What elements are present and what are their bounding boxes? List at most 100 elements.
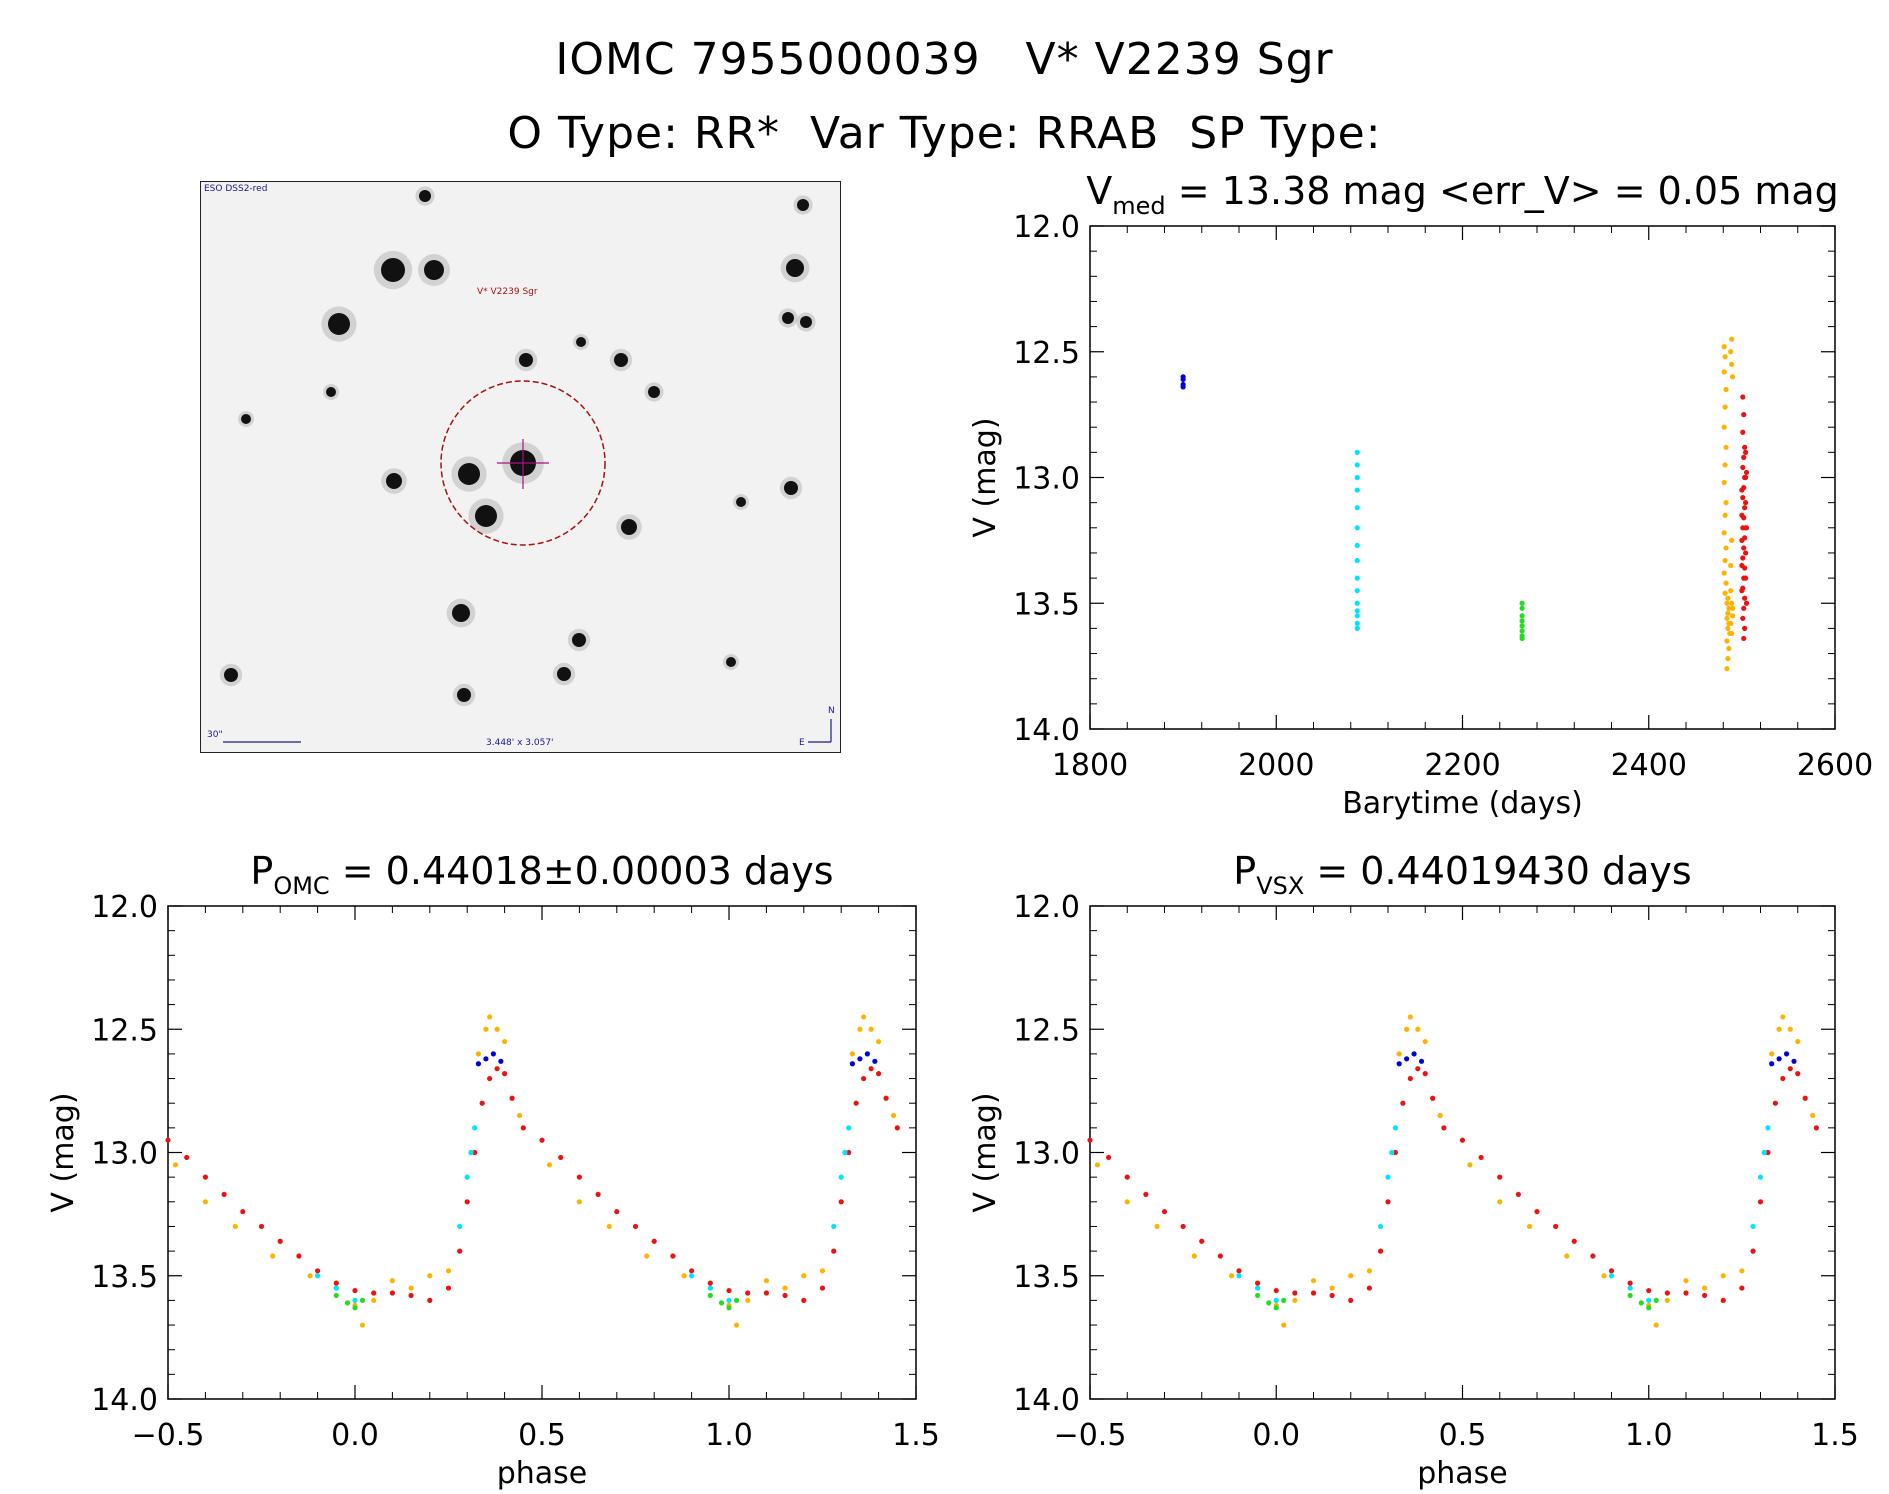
data-point-blue [475,1061,482,1067]
y-tick-label: 14.0 [91,1383,158,1418]
data-point-red [1143,1191,1149,1198]
data-point-cyan [838,1174,844,1180]
data-point-orange [1721,479,1727,486]
data-point-cyan [472,1125,478,1131]
data-point-orange [1721,530,1727,536]
x-tick-label: 1.5 [892,1418,940,1453]
finder-star [621,519,637,535]
y-tick-label: 12.0 [1013,210,1080,245]
data-point-orange [1191,1253,1197,1259]
data-point-green [726,1305,732,1311]
data-point-cyan [1354,474,1360,481]
data-point-orange [1728,588,1734,594]
data-point-red [1742,595,1748,601]
data-point-orange [1683,1278,1689,1284]
data-point-green [707,1292,713,1299]
finder-star [328,313,350,335]
data-point-red [494,1066,500,1072]
data-point-red [1742,625,1748,632]
data-point-green [1519,618,1525,624]
data-point-red [472,1149,478,1156]
data-point-red [1255,1280,1261,1286]
data-point-red [1743,600,1750,606]
finder-star [241,414,251,424]
figure-title-line1: IOMC 7955000039 V* V2239 Sgr [555,34,1334,85]
data-point-orange [1722,462,1728,468]
y-tick-label: 14.0 [1013,713,1080,748]
data-point-cyan [1389,1149,1395,1156]
data-point-red [408,1292,414,1299]
data-point-orange [1094,1162,1101,1168]
data-point-red [1422,1071,1428,1077]
finder-star [519,353,533,367]
data-point-red [1743,550,1749,556]
data-point-red [1742,444,1748,450]
data-point-green [1519,623,1525,629]
data-point-orange [1292,1297,1298,1303]
data-point-red [876,1071,882,1077]
data-point-red [745,1290,751,1296]
data-point-cyan [1354,575,1360,581]
data-point-red [1366,1285,1372,1291]
data-point-red [1740,615,1746,621]
finder-star [797,199,809,211]
chart-phase_omc: −0.5 0.0 0.5 1.0 1.5 12.0 12.5 13.0 13.5 14.0 phas… [46,849,940,1491]
data-point-cyan [689,1273,695,1279]
data-point-orange [1725,595,1731,601]
x-tick-label: −0.5 [132,1418,205,1453]
y-tick-label: 13.5 [1013,1260,1080,1295]
data-point-green [333,1292,339,1299]
data-point-orange [1724,638,1730,644]
data-point-orange [1722,354,1728,360]
data-point-red [1720,1297,1726,1303]
finder-star [784,481,798,495]
chart-title: POMC = 0.44018±0.00003 days [250,849,833,900]
data-point-red [1739,1285,1745,1291]
data-point-blue [1418,1058,1425,1064]
y-tick-label: 12.5 [91,1013,158,1048]
data-point-red [861,1075,867,1082]
data-point-orange [307,1273,313,1279]
data-point-red [1772,1100,1778,1106]
data-point-red [1740,429,1746,435]
data-point-red [1739,537,1745,543]
data-point-cyan [315,1273,321,1279]
data-point-red [1741,635,1747,642]
finder-star [614,353,628,367]
data-point-blue [1411,1051,1417,1057]
data-point-orange [1728,349,1734,355]
data-point-red [868,1066,874,1072]
data-point-red [1236,1268,1242,1274]
data-point-red [1515,1191,1521,1198]
data-point-cyan [1757,1174,1764,1180]
data-point-blue [857,1056,863,1062]
chart-lightcurve: 1800 2000 2200 2400 2600 12.0 12.5 13.0 13.5 14.0… [968,169,1873,821]
data-point-orange [1729,600,1735,606]
data-point-red [1743,449,1749,455]
data-point-red [1743,500,1749,506]
data-point-red [1180,1223,1186,1230]
data-point-orange [1729,361,1735,367]
data-point-orange [1124,1199,1130,1205]
data-point-cyan [707,1285,713,1291]
data-point-orange [1415,1026,1421,1032]
data-point-blue [1180,374,1186,380]
data-point-red [1683,1290,1689,1296]
data-point-red [1795,1071,1801,1077]
data-point-red [1608,1268,1615,1274]
data-point-orange [1729,613,1736,619]
data-point-green [1519,605,1525,611]
data-point-blue [872,1058,878,1064]
data-point-red [389,1290,395,1296]
data-point-cyan [1273,1297,1279,1303]
data-point-red [595,1191,601,1198]
data-point-red [1741,605,1747,611]
data-point-red [782,1292,788,1299]
finder-star [736,497,746,507]
data-point-red [315,1268,321,1274]
data-points [1087,1014,1819,1328]
data-point-cyan [352,1297,358,1303]
data-point-cyan [1354,608,1360,614]
data-point-orange [1723,580,1729,586]
data-point-red [1273,1287,1279,1294]
